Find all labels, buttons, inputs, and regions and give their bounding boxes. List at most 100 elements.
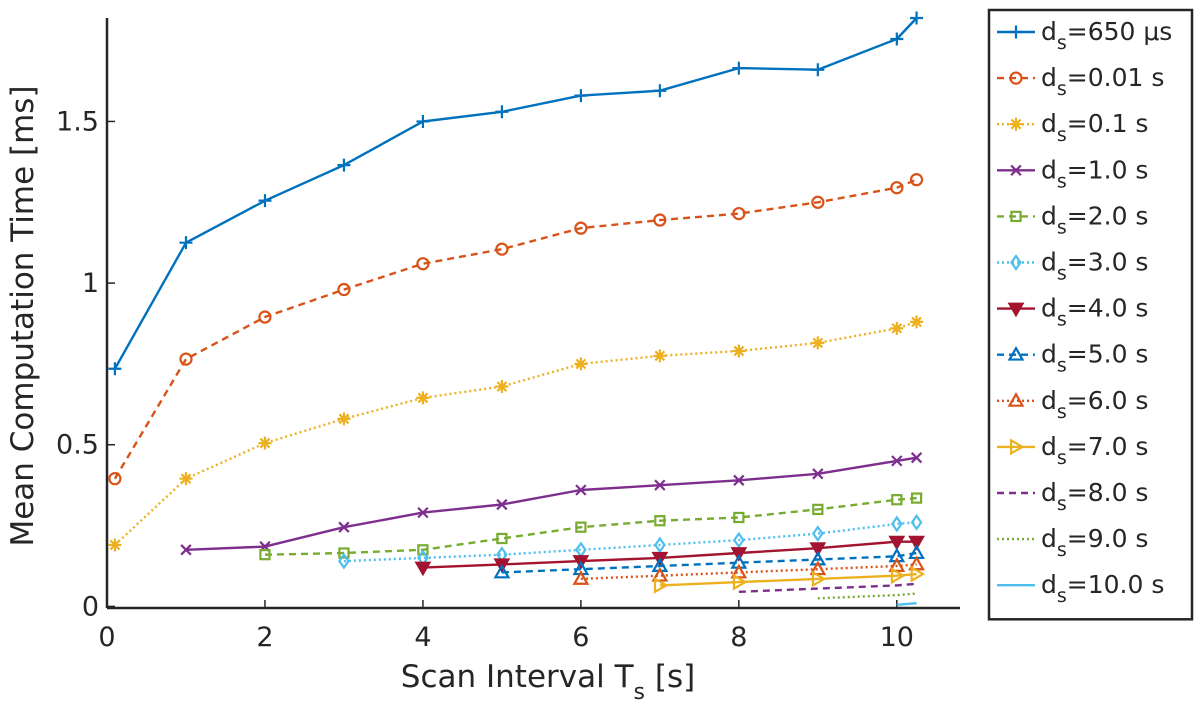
legend-label: ds=5.0 s: [1041, 340, 1148, 377]
series-line: [422, 540, 917, 569]
data-point: [890, 181, 904, 195]
data-point: [811, 570, 827, 588]
data-point: [909, 173, 924, 187]
series-line: [113, 17, 918, 370]
data-point: [108, 472, 122, 486]
series-line: [659, 572, 917, 587]
data-point: [338, 521, 350, 533]
data-point: [890, 515, 903, 533]
data-point: [179, 236, 193, 250]
data-point: [732, 344, 746, 358]
legend-label-rest: =3.0 s: [1067, 248, 1149, 277]
legend-label-main: d: [1041, 248, 1057, 277]
series-7: [414, 535, 925, 577]
legend-label: ds=3.0 s: [1041, 248, 1148, 285]
data-point: [812, 468, 824, 480]
legend-label-rest: =10.0 s: [1067, 570, 1165, 599]
data-point: [809, 542, 827, 557]
data-point: [496, 498, 508, 511]
legend-label-main: d: [1041, 386, 1057, 415]
data-point: [179, 352, 193, 366]
x-tick-label: 8: [730, 622, 747, 653]
legend-label-main: d: [1041, 432, 1057, 461]
series-13: [896, 602, 917, 606]
legend-label: ds=2.0 s: [1041, 201, 1148, 238]
legend-label-rest: =1.0 s: [1067, 155, 1149, 184]
x-tick-label: 6: [572, 622, 589, 653]
data-point: [574, 221, 588, 235]
legend-label: ds=650 μs: [1041, 17, 1172, 54]
series-9: [572, 555, 925, 585]
legend-marker: [1010, 254, 1022, 271]
data-point: [258, 194, 272, 208]
data-point: [653, 349, 667, 363]
series-line: [343, 521, 917, 563]
legend-label-sub: s: [1057, 170, 1067, 192]
series-1: [108, 11, 924, 376]
y-tick-label: 1.5: [56, 106, 99, 137]
data-point: [493, 563, 511, 579]
legend-label-main: d: [1041, 340, 1057, 369]
legend-label-sub: s: [1057, 263, 1067, 285]
legend-label-main: d: [1041, 201, 1057, 230]
legend-label-sub: s: [1057, 493, 1067, 515]
data-point: [258, 436, 272, 450]
legend-label-main: d: [1041, 294, 1057, 323]
legend-item: ds=1.0 s: [997, 155, 1148, 192]
x-axis-title: Scan Interval Ts [s]: [401, 659, 695, 705]
data-point: [572, 570, 590, 585]
legend-label-sub: s: [1057, 355, 1067, 377]
data-point: [811, 525, 824, 543]
legend-marker: [1010, 438, 1025, 456]
series-6: [338, 513, 923, 570]
legend-marker: [1007, 345, 1025, 361]
legend-label-rest: =2.0 s: [1067, 201, 1149, 230]
legend-label-main: d: [1041, 155, 1057, 184]
legend-label: ds=7.0 s: [1041, 432, 1148, 469]
data-point: [811, 195, 825, 209]
y-axis-title: Mean Computation Time [ms]: [5, 85, 41, 546]
data-point: [495, 105, 509, 119]
y-tick-label: 1: [82, 268, 99, 299]
series-5: [259, 492, 923, 561]
data-point: [811, 63, 825, 77]
legend-item: ds=0.01 s: [997, 63, 1164, 100]
legend-label: ds=0.1 s: [1041, 109, 1148, 146]
data-point: [732, 206, 746, 221]
series-3: [108, 315, 924, 552]
data-point: [888, 535, 906, 551]
y-tick-label: 0.5: [56, 430, 99, 461]
data-point: [338, 552, 350, 570]
data-point: [258, 310, 272, 324]
legend-box: [987, 8, 1194, 621]
x-tick-label: 10: [880, 622, 914, 653]
data-point: [890, 321, 904, 335]
legend-label-main: d: [1041, 63, 1057, 92]
data-point: [812, 503, 824, 516]
legend-item: ds=2.0 s: [997, 201, 1148, 238]
x-axis-title-main: Scan Interval T: [401, 659, 635, 695]
legend-item: ds=10.0 s: [997, 570, 1164, 607]
legend-label-main: d: [1041, 478, 1057, 507]
series-12: [817, 592, 917, 600]
data-point: [730, 547, 748, 562]
legend-item: ds=0.1 s: [997, 109, 1148, 146]
x-tick-label: 2: [256, 622, 273, 653]
x-axis-title-unit: [s]: [645, 659, 695, 695]
plot-area: [108, 11, 926, 606]
data-point: [654, 479, 666, 491]
legend-item: ds=650 μs: [997, 17, 1172, 54]
data-point: [416, 114, 430, 128]
legend-label: ds=1.0 s: [1041, 155, 1148, 192]
data-point: [574, 357, 588, 371]
legend-label-rest: =650 μs: [1067, 17, 1173, 46]
data-point: [910, 315, 924, 329]
series-line: [738, 582, 917, 593]
data-point: [732, 531, 745, 549]
legend-label-sub: s: [1057, 78, 1067, 100]
data-point: [179, 472, 193, 486]
legend-label: ds=8.0 s: [1041, 478, 1148, 515]
legend-marker: [1007, 302, 1025, 318]
legend-label-sub: s: [1057, 585, 1067, 607]
data-point: [910, 565, 926, 583]
